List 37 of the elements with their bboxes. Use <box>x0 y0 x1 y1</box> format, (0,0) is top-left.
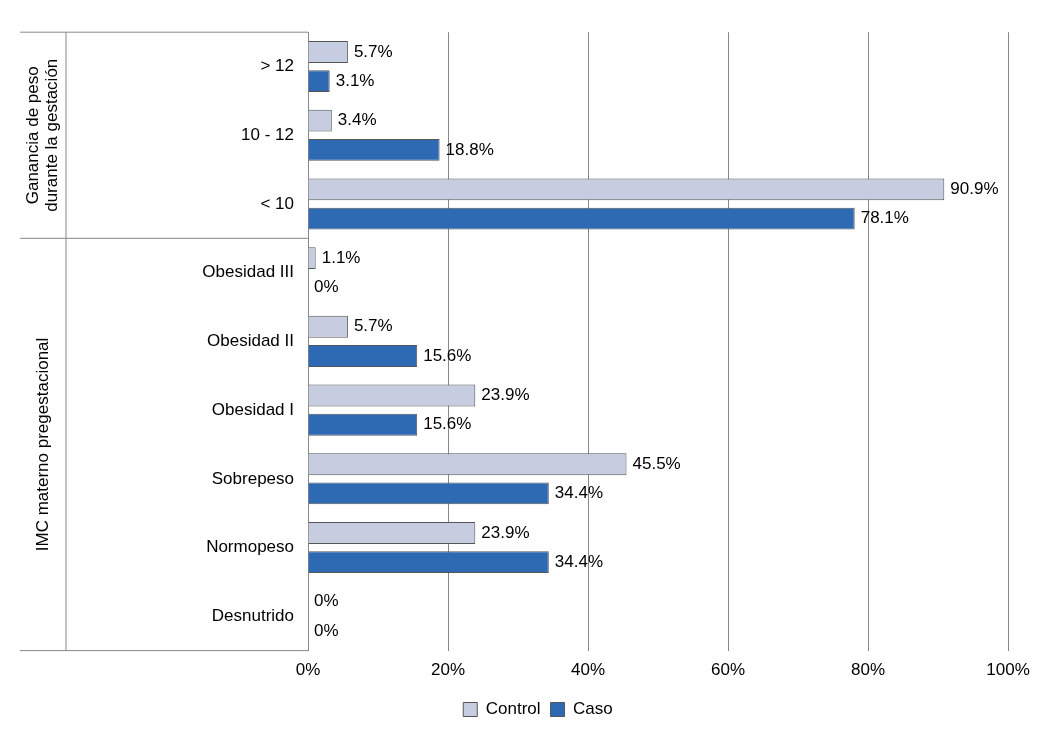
y-tick-label: 10 - 12 <box>241 124 294 144</box>
y-tick-label: Obesidad III <box>202 262 294 282</box>
data-label: 15.6% <box>423 345 472 365</box>
data-label: 3.4% <box>337 110 377 130</box>
data-label: 23.9% <box>481 385 530 405</box>
data-label: 5.7% <box>353 41 393 61</box>
y-tick-label: Desnutrido <box>211 605 294 625</box>
y-tick-label: Obesidad I <box>211 399 294 419</box>
data-label: 15.6% <box>423 414 472 434</box>
data-label: 0% <box>314 591 339 611</box>
data-label: 0% <box>314 620 339 640</box>
y-tick-label: < 10 <box>260 193 294 213</box>
data-label: 34.4% <box>554 483 603 503</box>
x-tick-label: 80% <box>850 660 886 680</box>
text: Ganancia de peso durante la gestación <box>23 58 62 212</box>
data-label: 78.1% <box>860 208 909 228</box>
text: IMC materno pregestacional <box>32 337 52 552</box>
y-tick-label: Sobrepeso <box>211 468 294 488</box>
data-label: 18.8% <box>445 139 494 159</box>
data-label: 1.1% <box>321 247 361 267</box>
y-tick-label: Normopeso <box>206 537 294 557</box>
data-label: 45.5% <box>632 453 681 473</box>
x-tick-label: 20% <box>430 660 466 680</box>
y-tick-label: Obesidad II <box>207 331 294 351</box>
data-label: 3.1% <box>335 70 375 90</box>
legend-label: Control <box>485 699 541 719</box>
legend-label: Caso <box>573 699 613 719</box>
x-tick-label: 100% <box>986 660 1030 680</box>
data-label: 90.9% <box>950 179 999 199</box>
x-tick-label: 60% <box>710 660 746 680</box>
data-label: 5.7% <box>353 316 393 336</box>
y-tick-label: > 12 <box>260 56 294 76</box>
x-tick-label: 40% <box>570 660 606 680</box>
x-tick-label: 0% <box>295 660 321 680</box>
data-label: 34.4% <box>554 551 603 571</box>
data-label: 23.9% <box>481 522 530 542</box>
data-label: 0% <box>314 276 339 296</box>
